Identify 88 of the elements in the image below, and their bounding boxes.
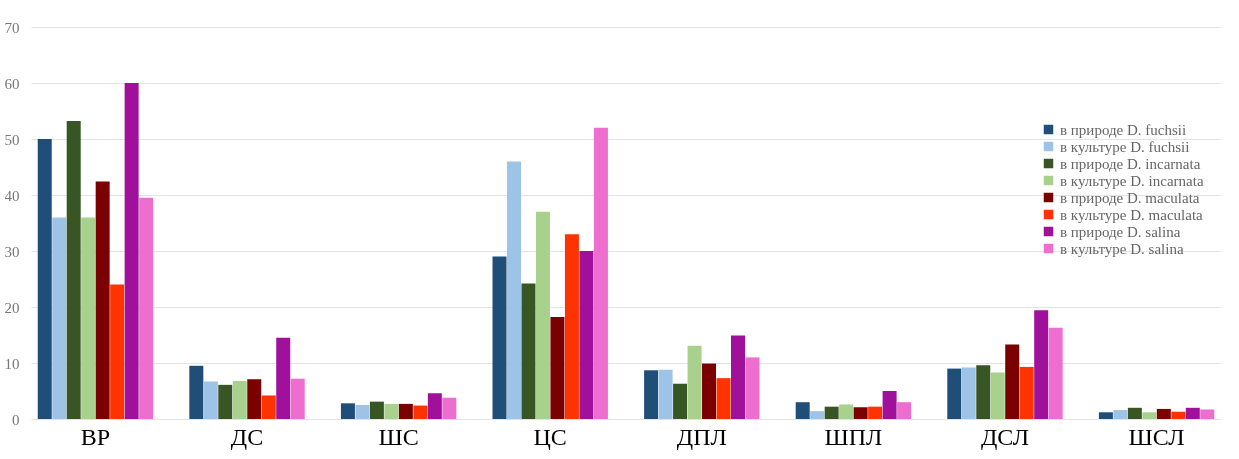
bar [839,404,854,419]
x-tick-label: ВР [80,423,111,450]
bar [1005,344,1020,419]
bar [564,234,579,419]
bar [203,381,218,419]
bar [340,403,355,419]
bar [882,391,897,419]
bar [593,127,608,419]
x-tick-label: ШПЛ [824,423,883,450]
bar [1171,411,1186,419]
bar [247,379,262,419]
legend-label: в культуре D. maculata [1060,206,1204,223]
bar [644,370,659,419]
y-tick-label: 40 [4,187,20,204]
bar [369,401,384,419]
bar [427,393,442,419]
bar [731,335,745,419]
bar [1185,407,1200,419]
bar [673,383,688,419]
bar [824,406,839,419]
bar [1048,327,1063,419]
bar [521,283,536,419]
bar [535,211,550,419]
x-tick-label: ШС [378,423,419,450]
bar [658,369,673,419]
x-tick-label: ШСЛ [1128,423,1185,450]
bar [189,365,204,419]
bar [990,372,1005,419]
bar [1127,407,1142,419]
x-tick-label: ДСЛ [980,423,1030,450]
x-tick-label: ДПЛ [676,423,727,450]
legend-label: в культуре D. salina [1060,240,1184,257]
bar [355,405,370,419]
bar [95,181,110,419]
bar [853,407,868,419]
bar [52,217,67,419]
y-tick-label: 20 [4,299,20,316]
bar [218,384,233,419]
y-tick-label: 30 [4,243,20,260]
bar [261,395,276,419]
bar [110,284,125,419]
bar [276,337,291,419]
bar [124,83,139,419]
bar [66,121,81,419]
bar [232,380,247,419]
bar [745,357,760,419]
legend-label: в природе D. incarnata [1060,155,1201,172]
legend-label: в культуре D. fuchsii [1060,138,1190,155]
bar [1019,366,1034,419]
y-tick-label: 70 [4,19,20,36]
bar [961,367,976,419]
legend-label: в природе D. fuchsii [1060,121,1187,138]
y-tick-label: 10 [4,355,20,372]
bar [384,403,399,419]
bar [81,217,96,419]
bar [810,411,825,419]
x-tick-label: ЦС [533,423,567,450]
bar [579,251,594,419]
legend-label: в природе D. salina [1060,223,1181,240]
bar [897,402,912,419]
bar [716,378,731,419]
bar [868,406,883,419]
y-tick-label: 50 [4,131,20,148]
bar [1142,412,1157,419]
bar [1156,408,1171,419]
bar [702,363,717,419]
bar [1113,410,1128,419]
bar [442,397,457,419]
bar [795,402,810,419]
bar [398,403,413,419]
bar [1200,409,1215,419]
bar [37,139,52,419]
bar [687,345,702,419]
y-tick-label: 60 [4,75,20,92]
bar [976,365,991,419]
legend-label: в природе D. maculata [1060,189,1200,206]
bar [413,405,428,419]
bar [139,197,154,419]
bar [1034,310,1049,419]
bar [492,256,507,419]
y-tick-label: 0 [12,411,20,428]
bar [507,161,521,419]
legend-label: в культуре D. incarnata [1060,172,1204,189]
bar [290,378,305,419]
bar [947,368,962,419]
bar [550,317,565,419]
bar [1098,412,1113,419]
x-tick-label: ДС [230,423,264,450]
